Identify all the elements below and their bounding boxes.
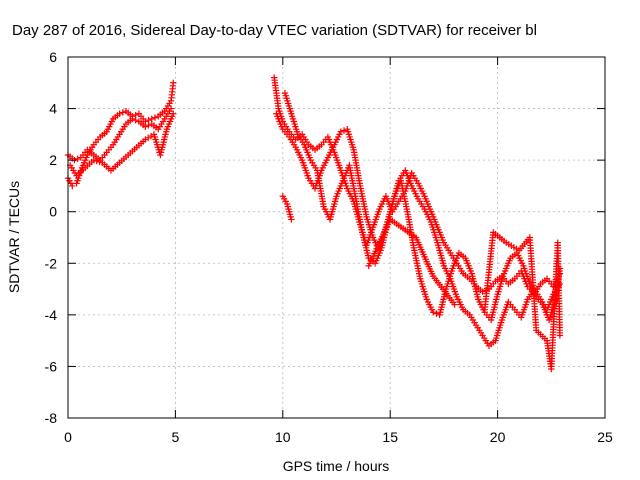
x-tick-label: 25 [597,429,613,445]
data-point-marker [337,128,344,135]
data-point-marker [69,182,76,190]
data-point-marker [129,115,136,123]
x-tick-label: 10 [275,429,291,445]
x-tick-label: 20 [490,429,506,445]
data-point-marker [151,114,159,121]
y-tick-label: 2 [49,152,57,168]
data-point-marker [119,109,126,116]
data-point-marker [288,216,295,223]
y-axis-label: SDTVAR / TECUs [6,181,22,293]
data-point-marker [433,310,440,317]
data-point-marker [479,288,486,295]
data-point-marker [451,301,458,308]
data-point-marker [142,123,149,130]
data-point-marker [132,116,139,124]
y-tick-label: 6 [49,49,57,65]
data-point-marker [74,155,81,163]
y-tick-label: -8 [45,410,58,426]
y-tick-label: -4 [45,307,58,323]
data-point-marker [145,122,152,129]
data-point-marker [96,158,103,166]
y-tick-label: 0 [49,204,57,220]
chart-title: Day 287 of 2016, Sidereal Day-to-day VTE… [12,22,537,39]
data-point-marker [556,332,564,339]
axis-ticks: 0 5 10 15 20 25 -8 -6 -4 -2 0 2 4 6 [45,49,613,445]
data-point-marker [167,105,175,112]
data-point-marker [90,156,97,164]
y-tick-label: 4 [49,101,57,117]
data-point-marker [340,127,348,134]
y-tick-label: -2 [45,255,58,271]
data-point-marker [170,110,177,117]
data-point-marker [170,79,177,86]
x-tick-label: 15 [382,429,398,445]
x-tick-label: 5 [172,429,180,445]
plot-frame [67,56,606,419]
data-point-marker [429,309,437,316]
data-point-marker [116,110,123,117]
x-tick-label: 0 [64,429,72,445]
grid-layer [68,57,605,418]
x-axis-label: GPS time / hours [283,458,390,474]
data-marks [64,74,564,373]
data-point-marker [93,157,100,165]
y-tick-label: -6 [45,358,58,374]
